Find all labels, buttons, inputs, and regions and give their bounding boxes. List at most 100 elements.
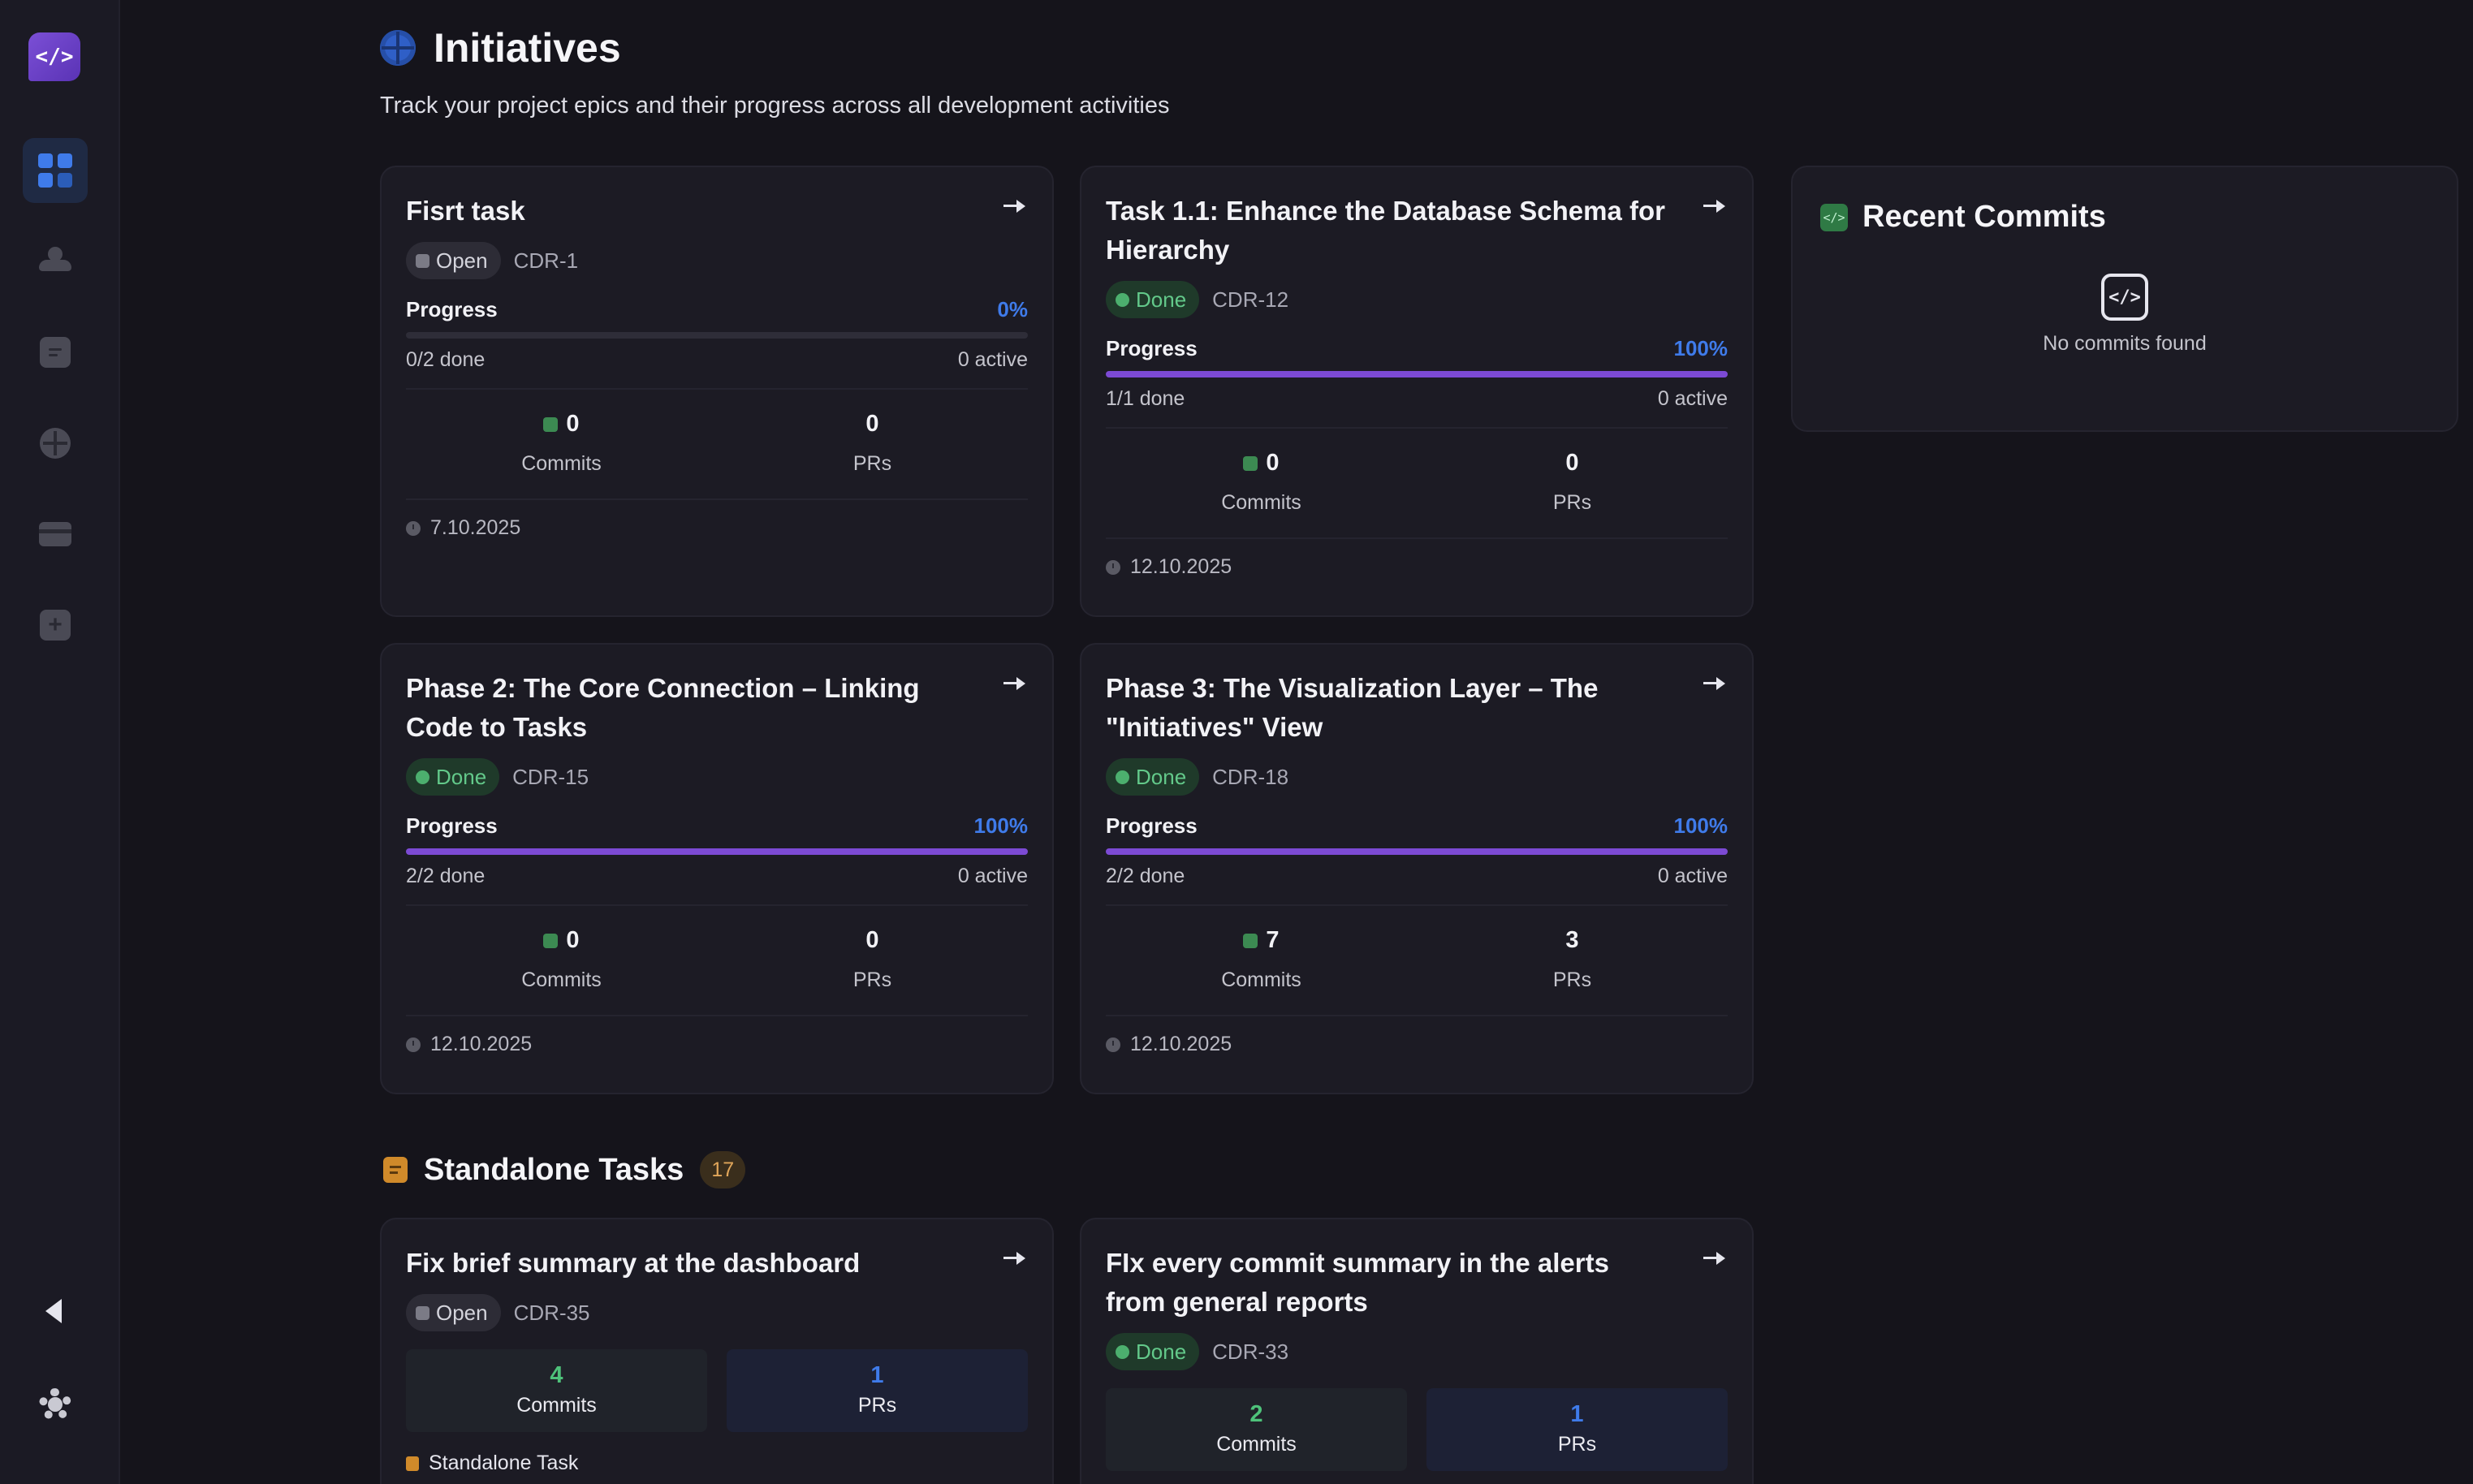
open-arrow-icon[interactable]	[1003, 1250, 1026, 1266]
code-icon: </>	[1820, 203, 1848, 231]
updated-date: 12.10.2025	[430, 1033, 533, 1055]
prs-stat: 3 PRs	[1417, 927, 1728, 992]
prs-stat: 0 PRs	[1417, 450, 1728, 515]
sidebar: </> +	[0, 0, 120, 1484]
initiative-card[interactable]: Fisrt task Open CDR-1 Progress 0% 0/2 do…	[380, 166, 1054, 617]
status-text: Done	[1136, 287, 1187, 312]
progress-percent: 100%	[973, 813, 1029, 838]
status-badge: Done	[1106, 1333, 1200, 1370]
done-count: 2/2 done	[406, 865, 486, 887]
prs-count: 1	[870, 1362, 884, 1388]
status-text: Done	[436, 764, 487, 789]
done-check-icon	[416, 770, 429, 784]
updated-date: 12.10.2025	[1130, 1033, 1232, 1055]
commits-stat: 4 Commits	[406, 1349, 707, 1432]
issue-key: CDR-18	[1212, 764, 1289, 789]
task-title[interactable]: Fix brief summary at the dashboard	[406, 1248, 861, 1278]
standalone-task-card[interactable]: Fix brief summary at the dashboard Open …	[380, 1218, 1054, 1484]
status-badge: Open	[406, 1294, 501, 1331]
clock-icon	[1106, 559, 1120, 575]
prs-count: 0	[865, 927, 879, 953]
commits-stat: 0 Commits	[406, 411, 717, 476]
initiative-title[interactable]: Phase 3: The Visualization Layer – The "…	[1106, 673, 1599, 742]
sidebar-item-tasks[interactable]	[23, 320, 88, 385]
open-arrow-icon[interactable]	[1003, 675, 1026, 692]
add-icon: +	[40, 610, 71, 641]
open-status-icon	[416, 1305, 429, 1320]
sidebar-item-billing[interactable]	[23, 502, 88, 567]
empty-state-text: No commits found	[2043, 332, 2207, 355]
commits-label: Commits	[1221, 968, 1301, 991]
team-icon	[37, 247, 73, 276]
task-title[interactable]: FIx every commit summary in the alerts f…	[1106, 1248, 1609, 1317]
empty-state: </> No commits found	[1820, 274, 2429, 356]
clock-icon	[406, 1037, 421, 1052]
commits-count: 2	[1249, 1401, 1263, 1427]
billing-card-icon	[39, 522, 71, 546]
settings-gear-icon[interactable]	[39, 1388, 71, 1421]
section-title: Standalone Tasks	[424, 1152, 684, 1187]
commits-count: 7	[1266, 927, 1280, 953]
prs-label: PRs	[852, 452, 892, 475]
done-check-icon	[1116, 1344, 1129, 1359]
progress-bar	[1106, 371, 1728, 377]
progress-bar	[406, 332, 1028, 339]
progress-label: Progress	[406, 297, 498, 321]
prs-stat: 0 PRs	[717, 927, 1028, 992]
count-badge: 17	[700, 1151, 746, 1188]
progress-bar-fill	[1106, 371, 1728, 377]
initiative-card[interactable]: Phase 3: The Visualization Layer – The "…	[1080, 643, 1754, 1094]
page-title: Initiatives	[434, 25, 621, 71]
initiative-card[interactable]: Task 1.1: Enhance the Database Schema fo…	[1080, 166, 1754, 617]
commits-count: 0	[1266, 450, 1280, 476]
commits-label: Commits	[1221, 491, 1301, 514]
prs-count: 0	[1565, 450, 1579, 476]
standalone-task-card[interactable]: FIx every commit summary in the alerts f…	[1080, 1218, 1754, 1484]
open-arrow-icon[interactable]	[1003, 198, 1026, 214]
progress-label: Progress	[1106, 336, 1198, 360]
prs-label: PRs	[1552, 968, 1592, 991]
prs-label: PRs	[852, 968, 892, 991]
open-arrow-icon[interactable]	[1703, 198, 1726, 214]
progress-bar	[1106, 848, 1728, 855]
progress-percent: 100%	[1673, 336, 1729, 360]
issue-key: CDR-33	[1212, 1339, 1289, 1364]
app-logo[interactable]: </>	[28, 32, 80, 81]
commit-icon	[543, 933, 559, 948]
issue-key: CDR-1	[513, 248, 579, 273]
progress-bar	[406, 848, 1028, 855]
done-count: 2/2 done	[1106, 865, 1185, 887]
open-arrow-icon[interactable]	[1703, 1250, 1726, 1266]
prs-label: PRs	[1552, 491, 1592, 514]
open-status-icon	[416, 253, 429, 268]
initiatives-target-icon	[380, 30, 416, 66]
commits-count: 0	[566, 927, 580, 953]
recent-commits-title: Recent Commits	[1862, 200, 2106, 234]
open-arrow-icon[interactable]	[1703, 675, 1726, 692]
initiative-title[interactable]: Phase 2: The Core Connection – Linking C…	[406, 673, 920, 742]
sidebar-item-dashboard[interactable]	[23, 138, 88, 203]
commit-icon	[1243, 455, 1258, 471]
prs-count: 1	[1570, 1401, 1584, 1427]
status-text: Done	[1136, 1339, 1187, 1364]
status-badge: Done	[1106, 758, 1200, 796]
initiative-card[interactable]: Phase 2: The Core Connection – Linking C…	[380, 643, 1054, 1094]
commits-stat: 0 Commits	[406, 927, 717, 992]
commits-stat: 7 Commits	[1106, 927, 1417, 992]
sidebar-item-team[interactable]	[23, 229, 88, 294]
commit-icon	[1243, 933, 1258, 948]
prs-label: PRs	[1557, 1433, 1597, 1456]
status-text: Open	[436, 1300, 488, 1325]
prs-stat: 0 PRs	[717, 411, 1028, 476]
initiative-title[interactable]: Fisrt task	[406, 196, 525, 226]
commits-label: Commits	[1216, 1433, 1297, 1456]
initiative-title[interactable]: Task 1.1: Enhance the Database Schema fo…	[1106, 196, 1665, 265]
sidebar-item-add[interactable]: +	[23, 593, 88, 658]
sidebar-item-initiatives[interactable]	[23, 411, 88, 476]
done-check-icon	[1116, 770, 1129, 784]
initiatives-target-icon	[40, 428, 71, 459]
page-header: Initiatives Track your project epics and…	[380, 24, 1169, 119]
collapse-sidebar-icon[interactable]	[45, 1299, 62, 1323]
progress-bar-fill	[406, 848, 1028, 855]
